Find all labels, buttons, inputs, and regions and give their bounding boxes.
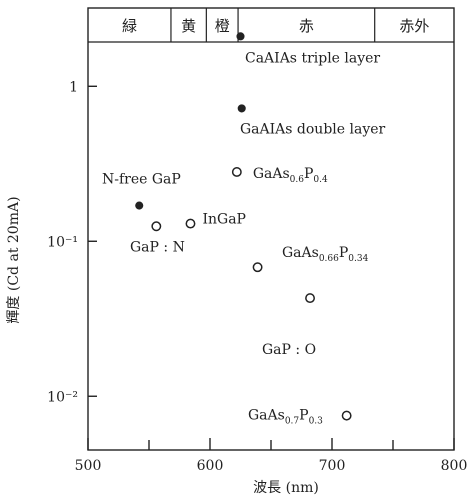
data-point <box>236 32 245 41</box>
data-point <box>231 167 242 177</box>
x-axis-ticks: 500 600 700 800 <box>75 438 468 474</box>
point-label: GaAs0.66P0.34 <box>282 245 369 264</box>
point-label: GaAs0.6P0.4 <box>253 166 328 185</box>
point-label: N-free GaP <box>102 172 181 188</box>
x-tick-label: 800 <box>441 458 468 474</box>
data-point <box>237 104 246 113</box>
y-tick-label: 10⁻² <box>47 389 78 405</box>
band-label: 黄 <box>181 17 196 35</box>
x-tick-label: 700 <box>319 458 346 474</box>
y-tick-label: 10⁻¹ <box>47 234 78 250</box>
band-label: 赤外 <box>399 17 429 35</box>
band-label: 橙 <box>215 17 230 35</box>
x-axis-title: 波長 (nm) <box>253 480 319 496</box>
y-axis-ticks: 1 10⁻¹ 10⁻² <box>47 79 97 405</box>
point-label: GaP : N <box>130 239 185 255</box>
color-bands: 緑 黄 橙 赤 赤外 <box>122 8 429 42</box>
band-label: 緑 <box>122 17 137 35</box>
data-point <box>135 201 144 210</box>
x-tick-label: 500 <box>75 458 102 474</box>
plot-frame <box>87 7 455 451</box>
point-label: GaAIAs double layer <box>240 121 386 137</box>
band-label: 赤 <box>299 17 314 35</box>
data-point <box>305 293 315 304</box>
data-point <box>252 262 263 273</box>
x-tick-label: 600 <box>197 458 224 474</box>
point-label: CaAIAs triple layer <box>245 50 380 66</box>
data-point <box>185 218 196 229</box>
data-point <box>151 221 162 232</box>
y-axis-title: 輝度 (Cd at 20mA) <box>6 196 22 323</box>
data-points <box>135 32 352 421</box>
y-tick-label: 1 <box>69 79 78 95</box>
point-label: GaAs0.7P0.3 <box>248 408 323 427</box>
point-labels: CaAIAs triple layer GaAIAs double layer N-… <box>102 50 386 426</box>
point-label: GaP : O <box>262 342 316 358</box>
point-label: InGaP <box>202 212 246 228</box>
data-point <box>341 410 352 421</box>
